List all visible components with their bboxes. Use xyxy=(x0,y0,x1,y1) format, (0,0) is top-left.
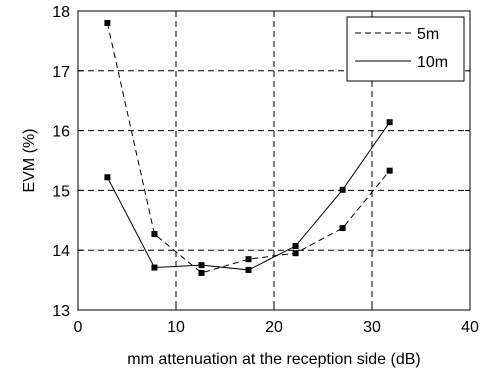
y-tick-label: 17 xyxy=(52,64,70,81)
data-point-10m xyxy=(292,243,299,250)
x-tick-label: 0 xyxy=(74,319,83,336)
data-point-10m xyxy=(198,262,205,269)
legend: 5m 10m xyxy=(346,16,465,82)
data-point-5m xyxy=(151,231,158,238)
legend-box xyxy=(346,16,465,82)
y-tick-label: 15 xyxy=(52,183,70,200)
y-tick-label: 14 xyxy=(52,243,70,260)
legend-label-5m: 5m xyxy=(417,26,439,43)
data-point-5m xyxy=(104,19,111,26)
data-point-10m xyxy=(386,119,393,126)
y-tick-label: 18 xyxy=(52,4,70,21)
y-tick-label: 13 xyxy=(52,303,70,320)
data-series xyxy=(104,19,393,276)
data-point-10m xyxy=(104,174,111,181)
x-tick-label: 20 xyxy=(265,319,283,336)
data-point-5m xyxy=(198,269,205,276)
data-point-5m xyxy=(339,225,346,232)
x-axis-tick-labels: 0 10 20 30 40 xyxy=(74,319,479,336)
data-point-10m xyxy=(151,264,158,271)
y-axis-label: EVM (%) xyxy=(21,129,38,193)
data-point-5m xyxy=(292,250,299,257)
axis-ticks xyxy=(77,10,471,311)
y-axis-tick-labels: 13 14 15 16 17 18 xyxy=(52,4,70,320)
data-point-5m xyxy=(386,167,393,174)
grid-lines xyxy=(78,11,470,310)
data-point-5m xyxy=(245,256,252,263)
x-tick-label: 10 xyxy=(167,319,185,336)
y-tick-label: 16 xyxy=(52,124,70,141)
series-line-10m xyxy=(106,121,391,271)
x-tick-label: 40 xyxy=(461,319,479,336)
data-point-10m xyxy=(339,186,346,193)
x-tick-label: 30 xyxy=(363,319,381,336)
data-point-10m xyxy=(245,266,252,273)
legend-label-10m: 10m xyxy=(417,54,448,71)
x-axis-label: mm attenuation at the reception side (dB… xyxy=(127,351,421,368)
